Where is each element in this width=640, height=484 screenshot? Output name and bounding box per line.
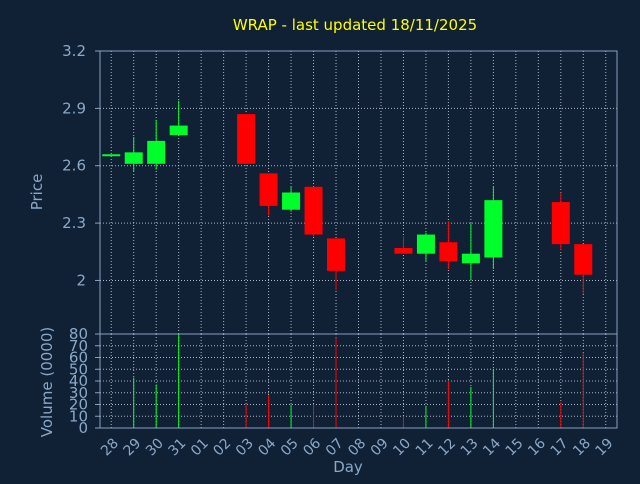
volume-tick-label: 70 <box>69 337 88 355</box>
day-tick-label: 03 <box>233 435 257 459</box>
candle-up <box>282 192 301 210</box>
day-tick-label: 14 <box>480 435 504 459</box>
candle-up <box>461 253 480 264</box>
day-tick-label: 08 <box>345 435 369 459</box>
candle-down <box>551 202 570 245</box>
day-tick-label: 30 <box>143 435 167 459</box>
day-tick-label: 11 <box>413 435 437 459</box>
day-tick-label: 13 <box>458 435 482 459</box>
candle-down <box>259 173 278 206</box>
candle-down <box>394 247 413 254</box>
price-grid <box>100 51 617 334</box>
volume-tick-label: 0 <box>78 419 88 437</box>
candle-down <box>439 242 458 262</box>
price-tick-label: 2 <box>76 271 86 289</box>
volume-bars <box>133 334 584 428</box>
price-tick-label: 2.6 <box>62 157 86 175</box>
day-axis-label: Day <box>333 458 363 476</box>
volume-tick-label: 80 <box>69 325 88 343</box>
volume-tick-label: 30 <box>69 384 88 402</box>
day-tick-label: 06 <box>300 435 324 459</box>
price-ticks: 2 2.3 2.6 2.9 3.2 <box>62 42 100 289</box>
candle-up <box>124 152 143 164</box>
day-tick-label: 07 <box>323 435 347 459</box>
day-tick-label: 01 <box>188 435 212 459</box>
candle-down <box>304 186 323 235</box>
candles <box>102 100 593 294</box>
day-tick-label: 29 <box>121 435 145 459</box>
candle-up <box>147 140 166 164</box>
price-tick-label: 2.9 <box>62 99 86 117</box>
price-tick-label: 2.3 <box>62 214 86 232</box>
day-tick-label: 09 <box>368 435 392 459</box>
day-tick-label: 15 <box>503 435 527 459</box>
price-tick-label: 3.2 <box>62 42 86 60</box>
candle-up <box>102 154 121 157</box>
candle-down <box>327 238 346 271</box>
day-tick-label: 16 <box>525 435 549 459</box>
chart-title: WRAP - last updated 18/11/2025 <box>233 16 477 34</box>
volume-plot-frame <box>99 333 618 429</box>
day-tick-label: 02 <box>210 435 234 459</box>
day-tick-label: 17 <box>548 435 572 459</box>
day-tick-label: 18 <box>570 435 594 459</box>
volume-tick-label: 20 <box>69 396 88 414</box>
day-tick-label: 31 <box>166 435 190 459</box>
volume-tick-label: 10 <box>69 407 88 425</box>
day-ticks: 2829303101020304050607080910111213141516… <box>98 435 616 459</box>
day-tick-label: 04 <box>255 435 279 459</box>
plot-frames <box>99 50 618 429</box>
volume-tick-label: 40 <box>69 372 88 390</box>
day-tick-label: 19 <box>593 435 617 459</box>
candle-down <box>237 114 256 164</box>
volume-tick-label: 50 <box>69 360 88 378</box>
candle-up <box>416 234 435 254</box>
candle-up <box>169 125 188 136</box>
day-tick-label: 05 <box>278 435 302 459</box>
candle-up <box>484 200 503 258</box>
volume-grid <box>100 334 617 428</box>
day-tick-label: 28 <box>98 435 122 459</box>
price-axis-label: Price <box>28 174 46 211</box>
day-tick-label: 10 <box>390 435 414 459</box>
candle-down <box>574 244 593 275</box>
volume-axis-label: Volume (0000) <box>38 327 56 437</box>
day-tick-label: 12 <box>435 435 459 459</box>
volume-tick-label: 60 <box>69 349 88 367</box>
